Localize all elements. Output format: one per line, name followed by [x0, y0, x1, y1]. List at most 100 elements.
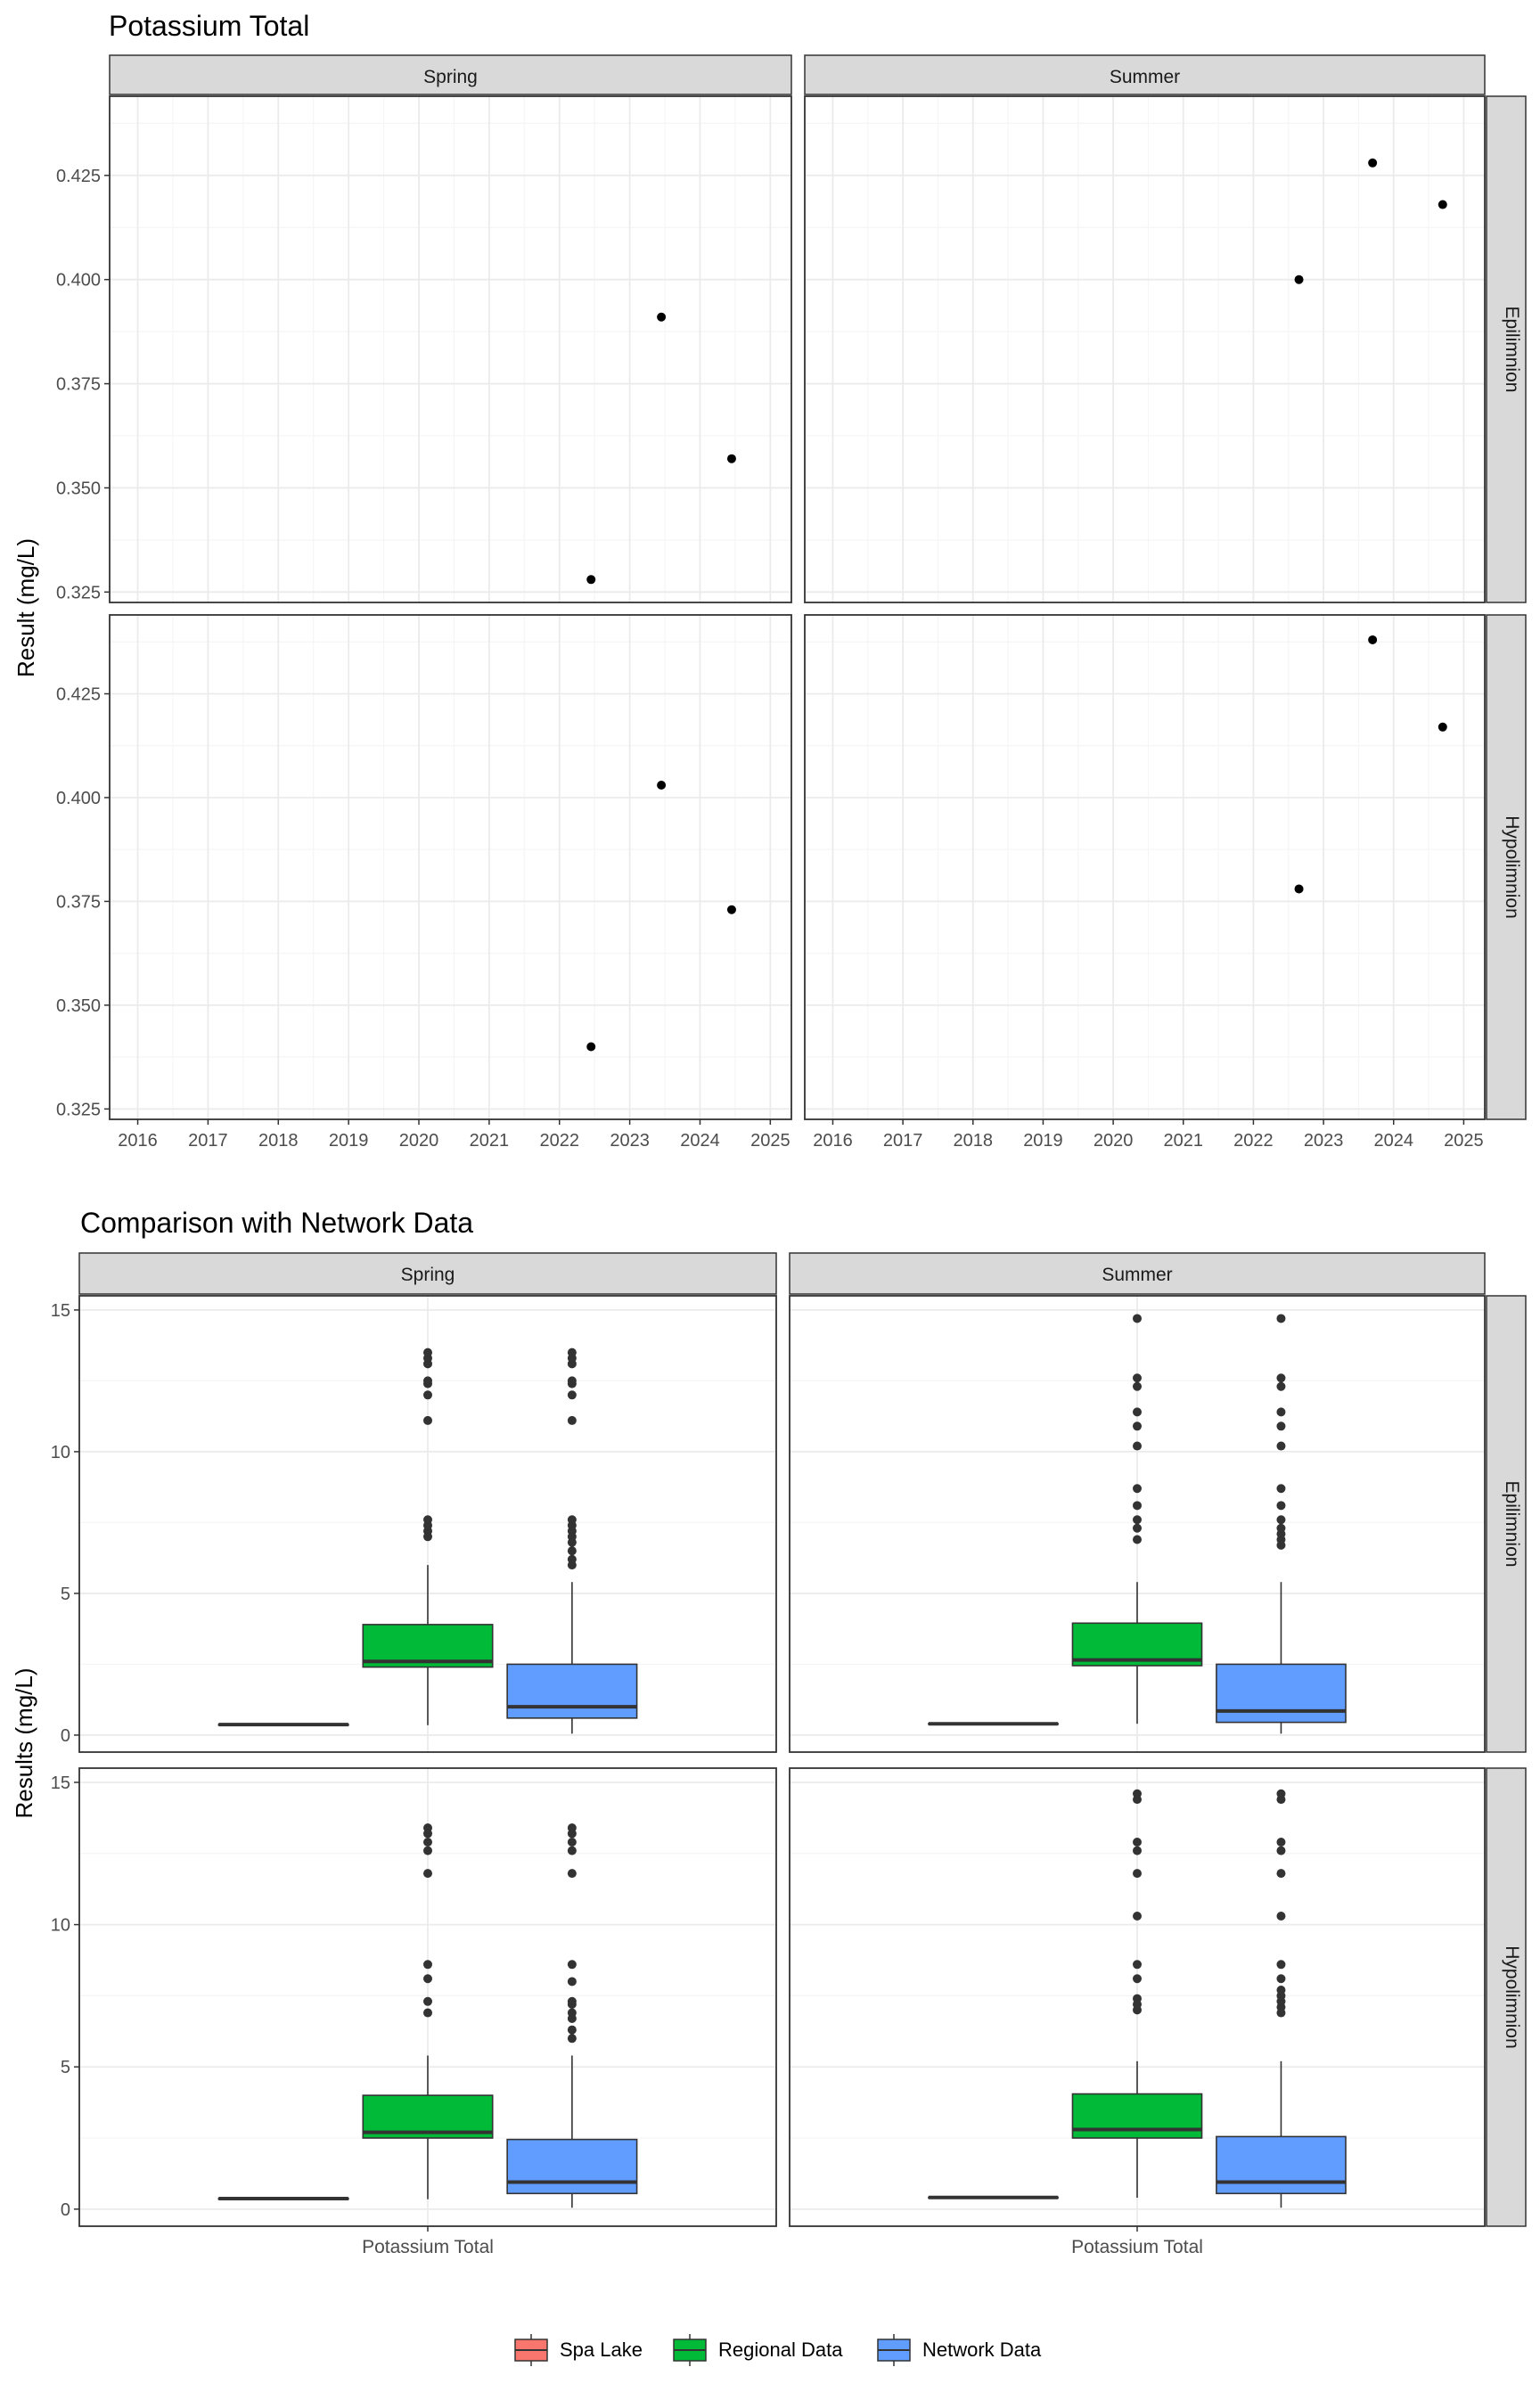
box-regional-data	[362, 1347, 494, 1725]
x-tick-label: 2021	[470, 1131, 510, 1151]
outlier-point	[1276, 1381, 1286, 1391]
outlier-point	[1133, 1974, 1142, 1984]
y-tick-label: 0.375	[56, 375, 101, 395]
outlier-point	[1133, 1838, 1142, 1847]
panel-border	[109, 95, 792, 603]
outlier-point	[1276, 1789, 1286, 1798]
y-tick-label: 10	[51, 1916, 70, 1936]
box-network-data	[506, 1347, 638, 1734]
chart2-panel-spring-epilimnion	[74, 1295, 777, 1753]
outlier-point	[1133, 1535, 1142, 1544]
outlier-point	[567, 1977, 577, 1986]
outlier-point	[1276, 1846, 1286, 1855]
y-tick-label: 5	[61, 1585, 70, 1604]
data-point	[1294, 884, 1304, 894]
chart1-title: Potassium Total	[109, 10, 309, 42]
outlier-point	[423, 1515, 432, 1525]
outlier-point	[423, 1960, 432, 1970]
x-tick-label: 2017	[883, 1131, 923, 1151]
data-point	[726, 905, 736, 914]
box-iqr	[1216, 1663, 1347, 1724]
data-point	[1438, 722, 1447, 732]
chart2-strip-label-epilimnion: Epilimnion	[1502, 1481, 1522, 1568]
y-tick-label: 0.325	[56, 583, 101, 602]
outlier-point	[1276, 1314, 1286, 1323]
chart2-title: Comparison with Network Data	[80, 1207, 473, 1239]
chart2-panel-summer-hypolimnion	[789, 1767, 1486, 2232]
outlier-point	[1276, 1373, 1286, 1383]
y-tick-label: 15	[51, 1301, 70, 1321]
x-tick-label: 2023	[1304, 1131, 1344, 1151]
outlier-point	[567, 1838, 577, 1847]
outlier-point	[567, 1546, 577, 1556]
y-tick-label: 0.425	[56, 167, 101, 186]
outlier-point	[567, 1960, 577, 1970]
outlier-point	[567, 1347, 577, 1357]
outlier-point	[1133, 1846, 1142, 1855]
outlier-point	[1276, 1441, 1286, 1451]
outlier-point	[567, 1823, 577, 1833]
outlier-point	[1133, 1484, 1142, 1494]
legend-item-regional-data	[673, 2334, 707, 2366]
x-tick-label: 2016	[813, 1131, 853, 1151]
outlier-point	[567, 2008, 577, 2018]
y-tick-label: 0.325	[56, 1100, 101, 1119]
x-tick-label: 2017	[188, 1131, 228, 1151]
outlier-point	[423, 1390, 432, 1400]
outlier-point	[1276, 1421, 1286, 1431]
legend-label: Spa Lake	[560, 2339, 643, 2361]
box-iqr	[506, 1663, 638, 1719]
outlier-point	[423, 1823, 432, 1833]
outlier-point	[567, 1554, 577, 1564]
x-tick-label: 2025	[750, 1131, 790, 1151]
outlier-point	[1276, 1484, 1286, 1494]
chart2-strip-label-hypolimnion: Hypolimnion	[1502, 1945, 1522, 2049]
box-iqr	[1071, 2093, 1203, 2139]
outlier-point	[423, 1996, 432, 2006]
x-tick-label: 2016	[118, 1131, 158, 1151]
y-tick-label: 10	[51, 1443, 70, 1462]
data-point	[586, 575, 596, 585]
outlier-point	[1133, 1789, 1142, 1798]
chart1-panel-summer-hypolimnion	[804, 614, 1486, 1125]
chart1-strip-hypolimnion	[1486, 614, 1527, 1120]
outlier-point	[423, 1838, 432, 1847]
chart1-strip-spring	[109, 54, 792, 95]
outlier-point	[1276, 1838, 1286, 1847]
y-tick-label: 0.375	[56, 892, 101, 912]
outlier-point	[567, 1376, 577, 1386]
data-point	[657, 312, 667, 322]
panel-border	[804, 614, 1486, 1120]
outlier-point	[1133, 1960, 1142, 1970]
chart1-ylabel: Result (mg/L)	[12, 538, 39, 677]
chart1-strip-label-hypolimnion: Hypolimnion	[1502, 815, 1522, 919]
outlier-point	[423, 1415, 432, 1425]
panel-background	[110, 96, 791, 602]
x-tick-label: 2022	[1233, 1131, 1274, 1151]
chart2-strip-label-summer: Summer	[1102, 1265, 1172, 1285]
x-tick-label: 2020	[1094, 1131, 1134, 1151]
y-tick-label: 0	[61, 2200, 70, 2220]
chart1-panel-spring-epilimnion	[104, 95, 792, 603]
panel-border	[109, 614, 792, 1120]
data-point	[1438, 200, 1447, 209]
outlier-point	[1133, 1912, 1142, 1921]
box-spa-lake	[928, 2195, 1059, 2199]
y-tick-label: 0.400	[56, 789, 101, 808]
chart2-ylabel: Results (mg/L)	[11, 1667, 37, 1818]
box-regional-data	[1071, 1789, 1203, 2199]
chart2-strip-summer	[789, 1252, 1486, 1295]
outlier-point	[567, 2034, 577, 2044]
outlier-point	[423, 1869, 432, 1879]
outlier-point	[423, 1376, 432, 1386]
box-regional-data	[362, 1823, 494, 2199]
x-tick-label: 2024	[680, 1131, 720, 1151]
panel-background	[110, 615, 791, 1119]
box-regional-data	[1071, 1314, 1203, 1724]
chart1-strip-label-summer: Summer	[1110, 67, 1180, 87]
outlier-point	[1276, 1515, 1286, 1525]
outlier-point	[1133, 1515, 1142, 1525]
panel-background	[805, 615, 1485, 1119]
